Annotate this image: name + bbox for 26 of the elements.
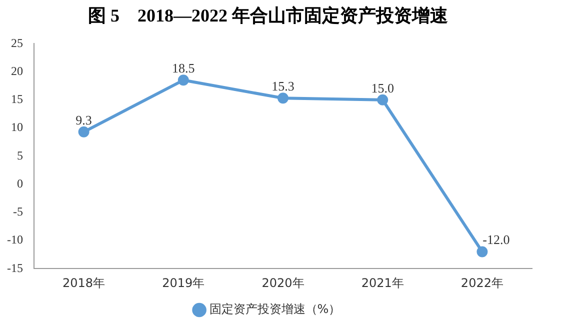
x-tick-label: 2018年	[62, 276, 106, 290]
y-tick-label: 15	[10, 92, 23, 106]
x-tick-label: 2019年	[162, 276, 205, 290]
y-tick-label: -15	[6, 260, 23, 275]
x-tick-label: 2022年	[460, 276, 504, 290]
y-tick-label: -5	[12, 204, 23, 219]
y-tick-label: 10	[10, 120, 23, 134]
text: -12.0	[482, 232, 510, 248]
text: 15.3	[272, 78, 294, 94]
point	[78, 126, 90, 138]
y-tick-label: 25	[10, 36, 23, 50]
point	[178, 74, 189, 86]
x-tick-label: 2020年	[262, 276, 304, 290]
x-tick-label: 2021年	[361, 276, 404, 290]
legend-label: 固定资产投资增速（%）	[209, 302, 341, 316]
y-tick-label: 20	[10, 64, 23, 78]
y-tick-label: -10	[6, 232, 23, 247]
point	[377, 94, 388, 106]
text: 9.3	[76, 112, 92, 128]
text: 18.5	[172, 60, 195, 76]
y-tick-label: 5	[16, 148, 23, 162]
y-tick-label: 0	[16, 176, 23, 190]
point	[278, 92, 288, 104]
text: 15.0	[371, 80, 394, 96]
chart-title: 图 5 2018—2022 年合山市固定资产投资增速	[88, 5, 448, 26]
point	[476, 246, 488, 258]
